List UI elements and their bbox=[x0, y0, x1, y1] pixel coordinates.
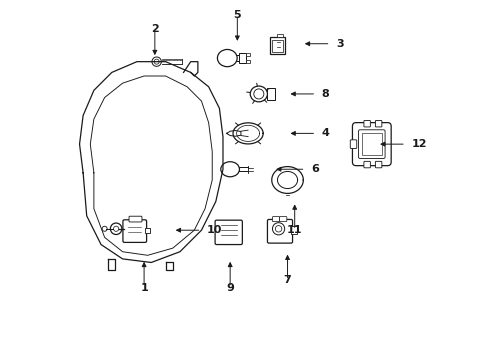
Text: 1: 1 bbox=[140, 283, 148, 293]
Ellipse shape bbox=[113, 226, 119, 231]
Text: 2: 2 bbox=[151, 24, 159, 35]
FancyBboxPatch shape bbox=[375, 121, 381, 127]
Text: 10: 10 bbox=[206, 225, 222, 235]
FancyBboxPatch shape bbox=[239, 53, 246, 63]
FancyBboxPatch shape bbox=[349, 140, 356, 148]
FancyBboxPatch shape bbox=[270, 37, 284, 54]
Text: 11: 11 bbox=[286, 225, 302, 235]
FancyBboxPatch shape bbox=[279, 217, 286, 222]
FancyBboxPatch shape bbox=[361, 134, 381, 155]
Ellipse shape bbox=[250, 86, 267, 102]
FancyBboxPatch shape bbox=[122, 220, 146, 242]
FancyBboxPatch shape bbox=[375, 161, 381, 168]
FancyBboxPatch shape bbox=[277, 34, 283, 37]
FancyBboxPatch shape bbox=[272, 217, 279, 222]
FancyBboxPatch shape bbox=[267, 88, 275, 100]
Text: 9: 9 bbox=[226, 283, 234, 293]
Text: 7: 7 bbox=[283, 275, 291, 285]
Ellipse shape bbox=[110, 223, 122, 234]
FancyBboxPatch shape bbox=[246, 60, 249, 63]
FancyBboxPatch shape bbox=[363, 161, 369, 168]
FancyBboxPatch shape bbox=[352, 123, 390, 166]
FancyBboxPatch shape bbox=[290, 226, 296, 234]
FancyBboxPatch shape bbox=[363, 121, 369, 127]
Text: 12: 12 bbox=[410, 139, 426, 149]
FancyBboxPatch shape bbox=[246, 53, 249, 56]
FancyBboxPatch shape bbox=[129, 216, 142, 222]
Ellipse shape bbox=[272, 223, 284, 235]
Text: 5: 5 bbox=[233, 10, 241, 20]
Text: 6: 6 bbox=[310, 164, 318, 174]
FancyBboxPatch shape bbox=[215, 220, 242, 244]
Text: 3: 3 bbox=[335, 39, 343, 49]
FancyBboxPatch shape bbox=[145, 228, 150, 233]
Text: 4: 4 bbox=[321, 129, 329, 138]
Ellipse shape bbox=[253, 89, 264, 99]
FancyBboxPatch shape bbox=[267, 220, 292, 243]
Text: 8: 8 bbox=[321, 89, 329, 99]
Ellipse shape bbox=[275, 226, 281, 232]
Ellipse shape bbox=[221, 162, 239, 177]
Ellipse shape bbox=[217, 49, 237, 67]
FancyBboxPatch shape bbox=[358, 130, 384, 158]
FancyBboxPatch shape bbox=[272, 40, 282, 51]
Ellipse shape bbox=[102, 226, 107, 231]
